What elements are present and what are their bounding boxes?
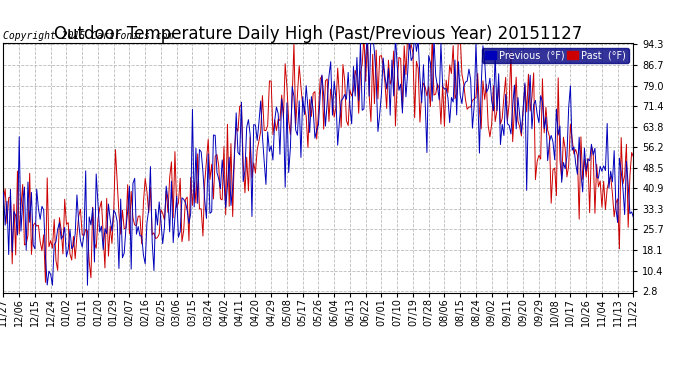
Legend: Previous  (°F), Past  (°F): Previous (°F), Past (°F) <box>482 48 629 63</box>
Title: Outdoor Temperature Daily High (Past/Previous Year) 20151127: Outdoor Temperature Daily High (Past/Pre… <box>55 25 582 43</box>
Text: Copyright 2015 Cartronics.com: Copyright 2015 Cartronics.com <box>3 32 174 41</box>
